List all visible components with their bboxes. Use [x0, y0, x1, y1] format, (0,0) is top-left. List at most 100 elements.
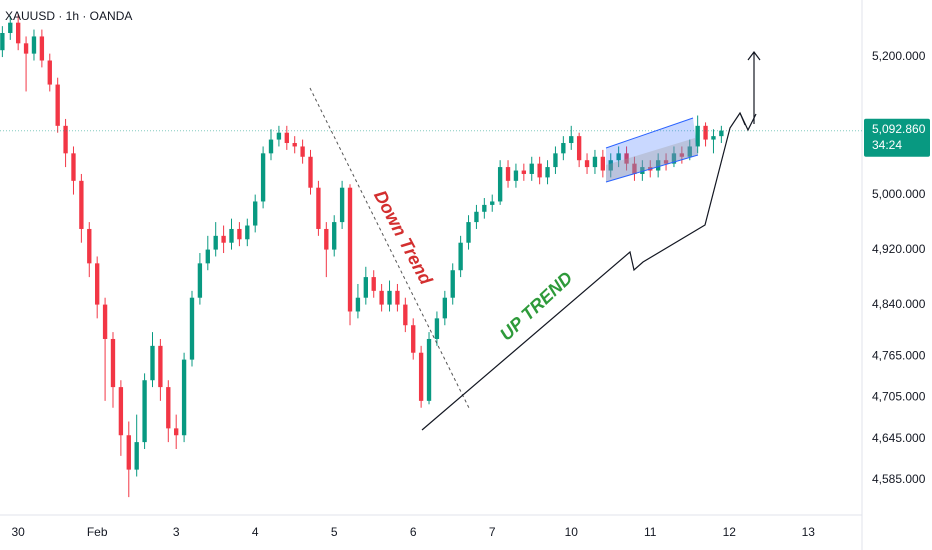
candle-body	[411, 325, 416, 353]
candle-body	[569, 136, 574, 144]
candle-body	[490, 201, 495, 205]
x-tick-label: 3	[173, 525, 180, 539]
candle-body	[513, 170, 519, 181]
candle-body	[339, 187, 345, 223]
candle-body	[0, 33, 5, 51]
candle-body	[8, 22, 13, 34]
candle-body	[23, 43, 29, 54]
countdown-label: 34:24	[872, 138, 902, 152]
candle-body	[237, 228, 242, 240]
y-tick-label: 4,765.000	[872, 348, 926, 362]
candle-body	[553, 153, 558, 168]
candle-body	[268, 139, 274, 154]
y-tick-label: 4,645.000	[872, 431, 926, 445]
candle-body	[347, 187, 353, 312]
candle-body	[134, 442, 139, 470]
projection-path	[421, 111, 757, 431]
candle-body	[521, 170, 527, 174]
candle-body	[640, 167, 645, 174]
candle-body	[363, 277, 368, 298]
candle-body	[711, 136, 716, 140]
candle-body	[719, 130, 724, 137]
candle-body	[624, 153, 629, 164]
candle-body	[450, 270, 455, 298]
candle-body	[292, 143, 297, 147]
candle-body	[529, 163, 534, 174]
x-tick-label: 11	[644, 525, 657, 539]
y-tick-label: 4,840.000	[872, 297, 926, 311]
candle-body	[600, 156, 606, 171]
candle-body	[253, 201, 258, 226]
x-tick-label: 13	[802, 525, 816, 539]
x-tick-label: 7	[489, 525, 496, 539]
candle-body	[47, 60, 52, 85]
candle-body	[158, 345, 163, 388]
x-tick-label: 4	[252, 525, 259, 539]
candle-body	[126, 435, 131, 470]
last-price-label: 5,092.860	[872, 122, 926, 136]
candle-body	[174, 428, 179, 436]
symbol-title: XAUUSD · 1h · OANDA	[5, 9, 132, 23]
y-tick-label: 4,585.000	[872, 472, 926, 486]
candle-body	[102, 304, 108, 339]
candle-body	[403, 304, 408, 326]
candle-body	[584, 160, 590, 168]
candle-body	[332, 222, 337, 250]
y-tick-label: 4,920.000	[872, 242, 926, 256]
y-tick-label: 5,000.000	[872, 187, 926, 201]
candle-body	[221, 235, 226, 243]
candle-body	[482, 204, 487, 212]
candle-body	[79, 180, 84, 229]
projection-wiggle	[739, 112, 746, 126]
candle-body	[545, 167, 550, 178]
candle-body	[39, 36, 45, 61]
channel-top	[605, 117, 694, 149]
candle-body	[166, 387, 171, 429]
candle-body	[355, 297, 361, 312]
candle-body	[142, 380, 147, 443]
candle-body	[458, 242, 463, 271]
plot-area	[0, 14, 862, 498]
candle-body	[371, 277, 376, 291]
candle-body	[213, 235, 218, 250]
candle-body	[395, 290, 400, 305]
channel-bottom	[605, 154, 699, 183]
x-tick-label: 5	[331, 525, 338, 539]
candle-body	[181, 359, 187, 436]
candle-body	[561, 143, 566, 154]
candle-body	[189, 297, 195, 360]
candle-body	[703, 125, 708, 140]
candle-body	[466, 222, 471, 243]
candle-body	[426, 338, 432, 401]
candle-body	[418, 352, 424, 401]
candle-body	[95, 263, 100, 305]
channel-lower	[606, 138, 698, 182]
x-tick-label: 12	[723, 525, 737, 539]
y-tick-label: 5,200.000	[872, 49, 926, 63]
candle-body	[537, 163, 542, 178]
candle-body	[505, 167, 511, 181]
candle-body	[663, 160, 669, 164]
candle-body	[197, 263, 203, 298]
x-tick-label: 10	[565, 525, 579, 539]
candle-body	[576, 136, 582, 161]
candle-body	[31, 36, 37, 54]
candle-body	[300, 146, 305, 157]
candle-body	[308, 156, 313, 188]
candle-body	[592, 156, 598, 168]
candle-body	[110, 338, 116, 388]
candle-body	[632, 163, 637, 174]
candle-body	[205, 249, 210, 264]
channel	[606, 118, 698, 182]
candle-body	[229, 228, 234, 243]
candle-body	[608, 160, 613, 171]
candle-body	[316, 187, 321, 229]
x-tick-label: 6	[410, 525, 417, 539]
candle-body	[276, 132, 282, 140]
candle-body	[260, 153, 266, 202]
arrow-head	[747, 51, 761, 61]
last-price-tag	[864, 118, 930, 157]
candle-body	[679, 153, 685, 157]
